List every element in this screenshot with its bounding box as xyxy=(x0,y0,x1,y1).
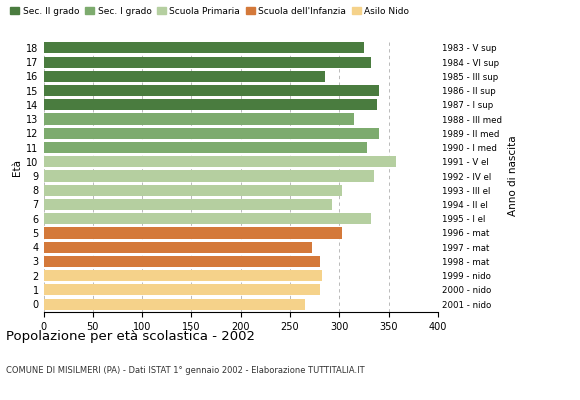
Bar xyxy=(44,85,379,96)
Text: COMUNE DI MISILMERI (PA) - Dati ISTAT 1° gennaio 2002 - Elaborazione TUTTITALIA.: COMUNE DI MISILMERI (PA) - Dati ISTAT 1°… xyxy=(6,366,364,375)
Text: Popolazione per età scolastica - 2002: Popolazione per età scolastica - 2002 xyxy=(6,330,255,343)
Bar xyxy=(44,99,377,110)
Bar xyxy=(44,128,379,139)
Bar xyxy=(44,170,374,182)
Bar xyxy=(44,71,325,82)
Bar xyxy=(44,56,371,68)
Bar xyxy=(44,284,320,296)
Bar xyxy=(44,228,342,238)
Bar xyxy=(44,242,311,253)
Bar xyxy=(44,185,342,196)
Legend: Sec. II grado, Sec. I grado, Scuola Primaria, Scuola dell'Infanzia, Asilo Nido: Sec. II grado, Sec. I grado, Scuola Prim… xyxy=(10,6,409,16)
Bar xyxy=(44,42,364,53)
Bar xyxy=(44,142,367,153)
Bar xyxy=(44,270,321,281)
Y-axis label: Anno di nascita: Anno di nascita xyxy=(508,136,517,216)
Bar xyxy=(44,213,371,224)
Bar xyxy=(44,299,305,310)
Bar xyxy=(44,256,320,267)
Bar xyxy=(44,156,396,167)
Bar xyxy=(44,199,332,210)
Y-axis label: Età: Età xyxy=(12,159,22,176)
Bar xyxy=(44,114,354,124)
